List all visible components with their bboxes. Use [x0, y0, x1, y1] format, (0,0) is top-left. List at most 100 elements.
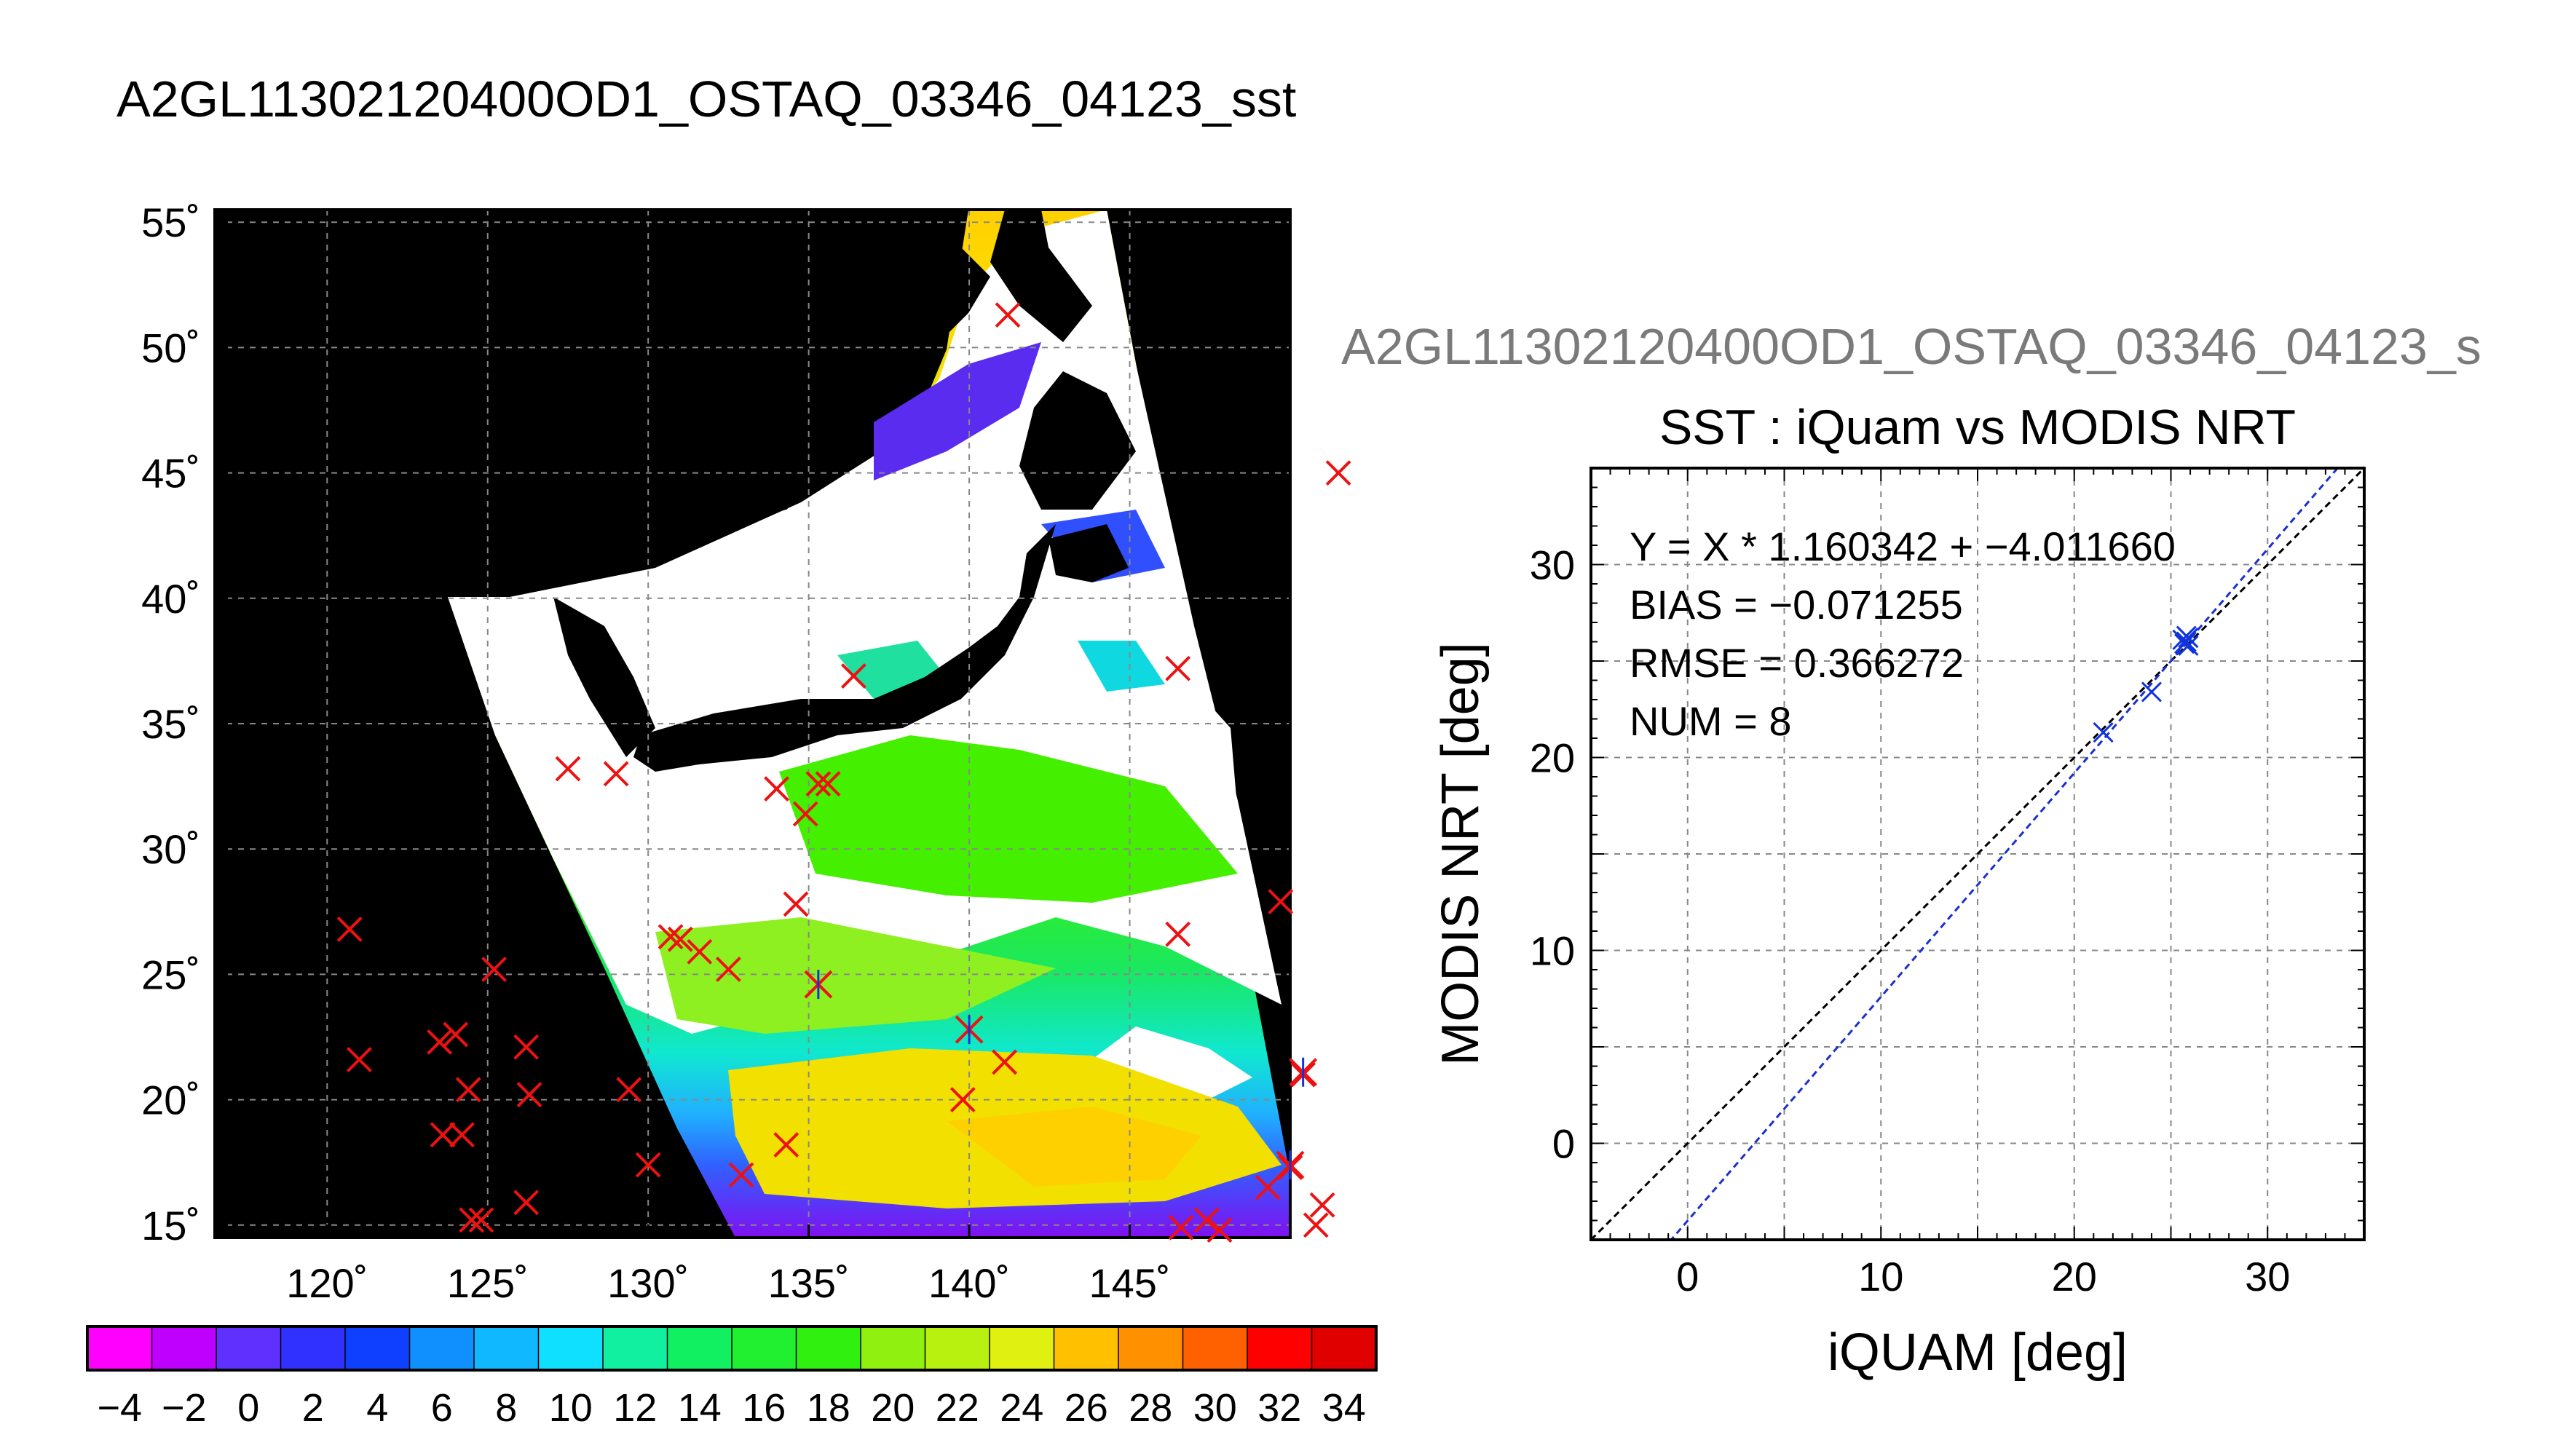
colorbar-frame [86, 1325, 1378, 1372]
scatter-y-tick-label: 10 [1530, 928, 1575, 974]
colorbar-cell [87, 1326, 153, 1371]
colorbar-cell [666, 1326, 733, 1371]
scatter-points [2093, 625, 2199, 743]
lon-tick-label: 130˚ [607, 1260, 689, 1306]
scatter-x-tick-labels: 0 10 20 30 [1676, 1254, 2290, 1299]
matchup-cross-unmatched [687, 938, 713, 965]
matchup-cross-unmatched [728, 1162, 754, 1188]
colorbar-cells [87, 1326, 1378, 1371]
sst-map: 15˚ 20˚ 25˚ 30˚ 35˚ 40˚ 45˚ 50˚ 55˚ 120˚ 125˚ 130˚… [141, 199, 1351, 1306]
colorbar-tick-label: 12 [613, 1386, 657, 1430]
lat-tick-label: 45˚ [141, 451, 200, 496]
lon-tick-label: 125˚ [447, 1260, 529, 1306]
colorbar-cell [602, 1326, 668, 1371]
matchup-cross-unmatched [635, 1152, 661, 1178]
colorbar-cell [924, 1326, 991, 1371]
scatter-plot: SST : iQuam vs MODIS NRT 0 10 20 30 0 10 20 30… [1431, 400, 2366, 1382]
matchup-cross-unmatched [1165, 655, 1191, 681]
matchup-cross-unmatched [516, 1082, 542, 1108]
colorbar-cell [344, 1326, 411, 1371]
colorbar-tick-label: −2 [162, 1386, 207, 1430]
lon-tick-label: 135˚ [768, 1260, 850, 1306]
lon-tick-label: 140˚ [928, 1260, 1010, 1306]
scatter-y-axis-label: MODIS NRT [deg] [1431, 642, 1490, 1066]
scatter-y-tick-labels: 0 10 20 30 [1530, 542, 1575, 1167]
scatter-point [2093, 721, 2114, 743]
matchup-cross-unmatched [427, 1029, 453, 1055]
matchup-cross-matched [955, 1015, 984, 1045]
scatter-point [2141, 681, 2163, 703]
matchup-cross-unmatched [455, 1077, 481, 1103]
colorbar-tick-label: 16 [742, 1386, 786, 1430]
matchup-cross-unmatched [459, 1207, 485, 1233]
colorbar-tick-label: 34 [1322, 1386, 1366, 1430]
lon-tick-label: 120˚ [286, 1260, 368, 1306]
map-title: A2GL11302120400OD1_OSTAQ_03346_04123_sst [117, 71, 1296, 127]
matchup-cross-unmatched [1207, 1217, 1233, 1243]
scatter-y-tick-label: 20 [1530, 735, 1575, 781]
colorbar-cell [408, 1326, 475, 1371]
scatter-y-tick-label: 30 [1530, 542, 1575, 588]
scatter-x-tick-label: 0 [1676, 1254, 1699, 1299]
colorbar-cell [151, 1326, 218, 1371]
matchup-cross-matched [1276, 1150, 1305, 1180]
matchup-cross-unmatched [992, 1049, 1018, 1075]
matchup-cross-unmatched [1268, 889, 1294, 914]
lon-tick-labels: 120˚ 125˚ 130˚ 135˚ 140˚ 145˚ [286, 1260, 1170, 1306]
matchup-cross-unmatched [840, 663, 866, 689]
matchup-cross-unmatched [449, 1122, 475, 1148]
matchup-cross-unmatched [657, 924, 684, 950]
matchup-cross-unmatched [792, 801, 818, 827]
colorbar-tick-label: 32 [1257, 1386, 1301, 1430]
colorbar-cell [1118, 1326, 1184, 1371]
matchup-cross-matched [1289, 1057, 1318, 1087]
lat-tick-label: 25˚ [141, 951, 200, 997]
colorbar-tick-label: 22 [936, 1386, 979, 1430]
colorbar-cell [473, 1326, 540, 1371]
lat-tick-label: 35˚ [141, 701, 200, 747]
matchup-cross-unmatched [764, 776, 789, 802]
matchup-cross-unmatched [336, 916, 363, 942]
colorbar-tick-label: 8 [495, 1386, 517, 1430]
scatter-x-axis-label: iQUAM [deg] [1828, 1324, 2128, 1382]
colorbar-cell [989, 1326, 1055, 1371]
matchup-cross-unmatched [1193, 1207, 1220, 1233]
matchup-cross-unmatched [1255, 1174, 1281, 1200]
colorbar-tick-label: 24 [1000, 1386, 1043, 1430]
scatter-x-tick-label: 20 [2052, 1254, 2097, 1299]
scatter-stats: Y = X * 1.160342 + −4.011660 BIAS = −0.0… [1630, 523, 2176, 744]
colorbar-cell [1053, 1326, 1120, 1371]
colorbar-tick-label: 10 [549, 1386, 593, 1430]
map-ticks [215, 221, 1132, 1238]
lat-tick-label: 40˚ [141, 576, 200, 622]
stats-rmse: RMSE = 0.366272 [1630, 640, 1964, 686]
matchup-cross-unmatched [1303, 1212, 1329, 1238]
sst-colorbar: −4 −2 0 2 4 6 8 10 12 14 16 18 20 22 24 26 28 30 32 34 [86, 1325, 1378, 1430]
scatter-x-tick-label: 10 [1858, 1254, 1903, 1299]
matchup-cross-unmatched [1325, 460, 1351, 486]
matchup-cross-unmatched [1309, 1192, 1335, 1218]
stats-num: NUM = 8 [1630, 698, 1792, 744]
lat-tick-label: 50˚ [141, 325, 200, 371]
scatter-grid [1591, 468, 2364, 1240]
matchup-cross-unmatched [481, 957, 507, 982]
colorbar-tick-label: 30 [1193, 1386, 1237, 1430]
scatter-y-tick-label: 0 [1552, 1121, 1575, 1167]
scatter-header: A2GL11302120400OD1_OSTAQ_03346_04123_s [1341, 318, 2481, 375]
matchup-cross-unmatched [805, 771, 832, 797]
sst-patches [655, 342, 1282, 1208]
matchup-cross-unmatched [783, 891, 809, 917]
colorbar-cell [731, 1326, 797, 1371]
colorbar-tick-label: 2 [302, 1386, 324, 1430]
matchup-markers [336, 302, 1351, 1243]
scatter-ticks [1590, 467, 2365, 1241]
identity-line [1591, 468, 2364, 1240]
matchup-cross-unmatched [616, 1077, 642, 1103]
colorbar-cell [1247, 1326, 1313, 1371]
matchup-cross-unmatched [468, 1207, 494, 1233]
matchup-cross-unmatched [1168, 1214, 1194, 1241]
colorbar-cell [280, 1326, 347, 1371]
matchup-cross-unmatched [773, 1132, 799, 1158]
stats-bias: BIAS = −0.071255 [1630, 582, 1963, 628]
